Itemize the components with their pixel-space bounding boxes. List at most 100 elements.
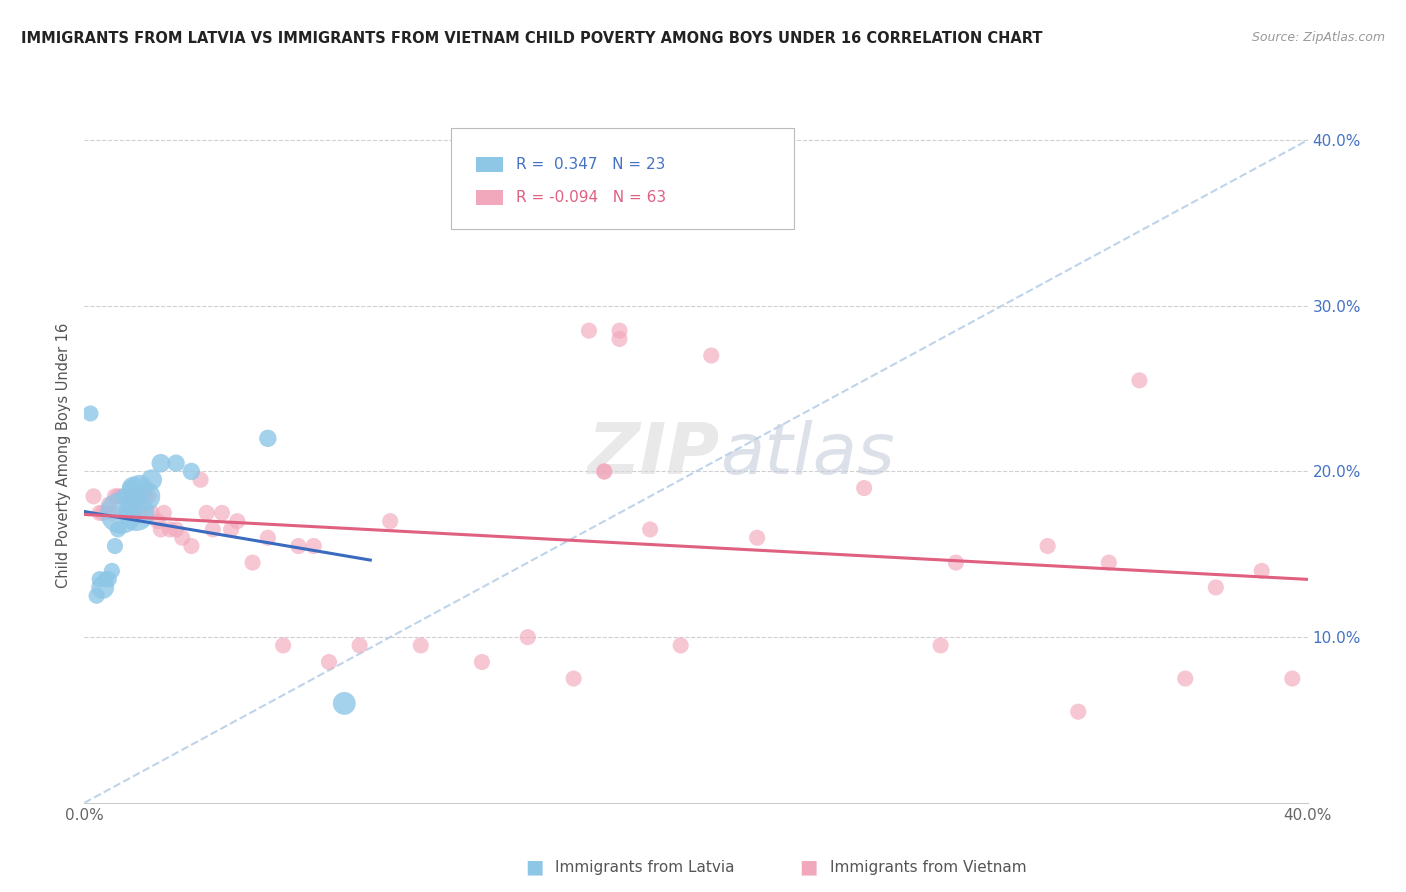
Point	[122, 489, 145, 503]
Point	[104, 489, 127, 503]
Point	[929, 639, 952, 653]
Point	[1036, 539, 1059, 553]
Point	[172, 531, 194, 545]
Point	[271, 639, 294, 653]
Text: ■: ■	[524, 857, 544, 877]
Point	[638, 523, 661, 537]
Point	[91, 506, 114, 520]
Point	[257, 431, 280, 445]
Point	[302, 539, 325, 553]
Point	[853, 481, 876, 495]
Text: R = -0.094   N = 63: R = -0.094 N = 63	[516, 190, 666, 205]
Point	[226, 514, 249, 528]
Point	[165, 456, 187, 470]
Point	[593, 465, 616, 479]
Point	[1128, 373, 1150, 387]
Point	[110, 506, 132, 520]
Bar	[475, 190, 503, 205]
Bar	[475, 157, 503, 172]
Point	[609, 324, 631, 338]
Point	[516, 630, 538, 644]
Point	[195, 506, 218, 520]
Point	[257, 531, 280, 545]
Point	[104, 539, 127, 553]
Point	[97, 572, 120, 586]
Point	[747, 531, 769, 545]
Point	[700, 349, 723, 363]
Point	[91, 581, 114, 595]
Text: ■: ■	[799, 857, 818, 877]
Point	[101, 506, 124, 520]
Text: IMMIGRANTS FROM LATVIA VS IMMIGRANTS FROM VIETNAM CHILD POVERTY AMONG BOYS UNDER: IMMIGRANTS FROM LATVIA VS IMMIGRANTS FRO…	[21, 31, 1043, 46]
Point	[201, 523, 224, 537]
Point	[1098, 556, 1121, 570]
Point	[219, 523, 242, 537]
FancyBboxPatch shape	[451, 128, 794, 229]
Point	[107, 489, 129, 503]
Point	[149, 456, 172, 470]
Point	[380, 514, 402, 528]
Text: R =  0.347   N = 23: R = 0.347 N = 23	[516, 157, 665, 172]
Point	[135, 489, 157, 503]
Point	[115, 506, 138, 520]
Point	[333, 697, 356, 711]
Point	[287, 539, 309, 553]
Point	[125, 506, 148, 520]
Point	[112, 489, 135, 503]
Point	[190, 473, 212, 487]
Point	[141, 506, 163, 520]
Point	[669, 639, 692, 653]
Point	[471, 655, 494, 669]
Text: Immigrants from Vietnam: Immigrants from Vietnam	[830, 860, 1026, 874]
Point	[1174, 672, 1197, 686]
Point	[409, 639, 432, 653]
Point	[180, 465, 202, 479]
Text: Source: ZipAtlas.com: Source: ZipAtlas.com	[1251, 31, 1385, 45]
Point	[94, 572, 117, 586]
Point	[945, 556, 967, 570]
Point	[115, 506, 138, 520]
Point	[101, 564, 124, 578]
Text: ZIP: ZIP	[588, 420, 720, 490]
Point	[97, 498, 120, 512]
Point	[120, 498, 142, 512]
Point	[165, 523, 187, 537]
Point	[86, 589, 108, 603]
Point	[1281, 672, 1303, 686]
Text: Immigrants from Latvia: Immigrants from Latvia	[555, 860, 735, 874]
Point	[89, 572, 111, 586]
Point	[110, 489, 132, 503]
Point	[120, 481, 142, 495]
Point	[79, 407, 101, 421]
Point	[125, 489, 148, 503]
Point	[578, 324, 600, 338]
Point	[180, 539, 202, 553]
Point	[141, 473, 163, 487]
Point	[318, 655, 340, 669]
Point	[1250, 564, 1272, 578]
Point	[159, 523, 181, 537]
Point	[562, 672, 585, 686]
Point	[242, 556, 264, 570]
Point	[128, 481, 150, 495]
Point	[153, 506, 176, 520]
Point	[135, 489, 157, 503]
Point	[131, 506, 153, 520]
Point	[112, 489, 135, 503]
Point	[128, 506, 150, 520]
Point	[609, 332, 631, 346]
Point	[146, 514, 169, 528]
Point	[122, 481, 145, 495]
Point	[138, 489, 160, 503]
Point	[89, 506, 111, 520]
Point	[211, 506, 233, 520]
Point	[149, 523, 172, 537]
Point	[83, 489, 105, 503]
Point	[349, 639, 371, 653]
Point	[593, 465, 616, 479]
Point	[1205, 581, 1227, 595]
Y-axis label: Child Poverty Among Boys Under 16: Child Poverty Among Boys Under 16	[56, 322, 72, 588]
Point	[107, 523, 129, 537]
Text: atlas: atlas	[720, 420, 896, 490]
Point	[1067, 705, 1090, 719]
